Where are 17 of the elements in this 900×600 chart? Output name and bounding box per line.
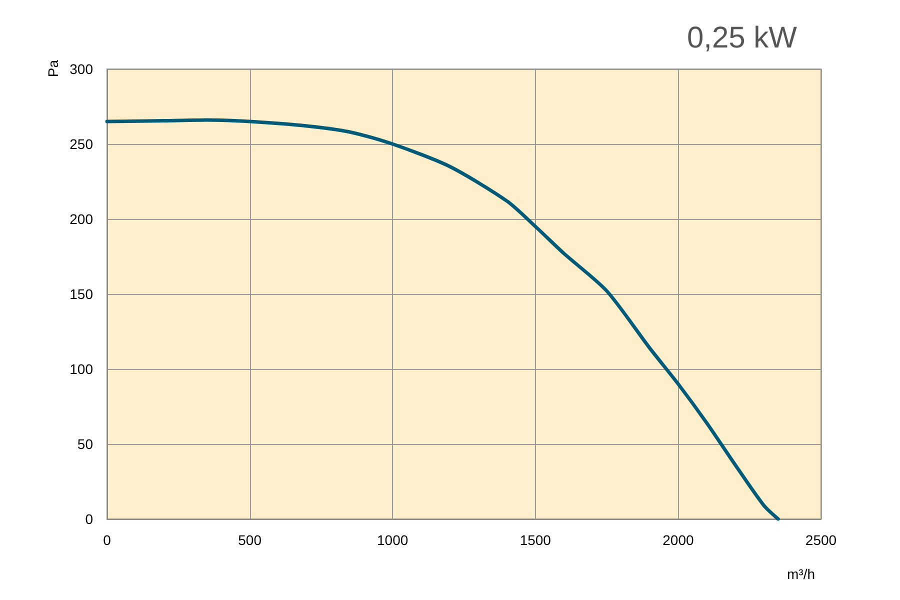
y-tick-label: 50 (77, 436, 94, 452)
y-tick-label: 100 (70, 361, 94, 377)
x-tick-label: 500 (238, 532, 262, 548)
y-tick-label: 200 (70, 211, 94, 227)
y-axis-title: Pa (45, 60, 61, 78)
line-series (105, 118, 780, 521)
x-tick-label: 1000 (377, 532, 408, 548)
x-axis-title: m³/h (787, 566, 815, 582)
x-tick-label: 2000 (662, 532, 694, 548)
y-tick-label: 0 (85, 511, 94, 527)
chart-title: 0,25 kW (686, 22, 798, 54)
x-tick-label: 0 (103, 532, 112, 548)
y-tick-label: 300 (70, 61, 94, 77)
y-tick-label: 150 (70, 286, 94, 302)
x-tick-label: 2500 (805, 532, 837, 548)
y-tick-label: 250 (70, 136, 94, 152)
x-tick-label: 1500 (520, 532, 552, 548)
